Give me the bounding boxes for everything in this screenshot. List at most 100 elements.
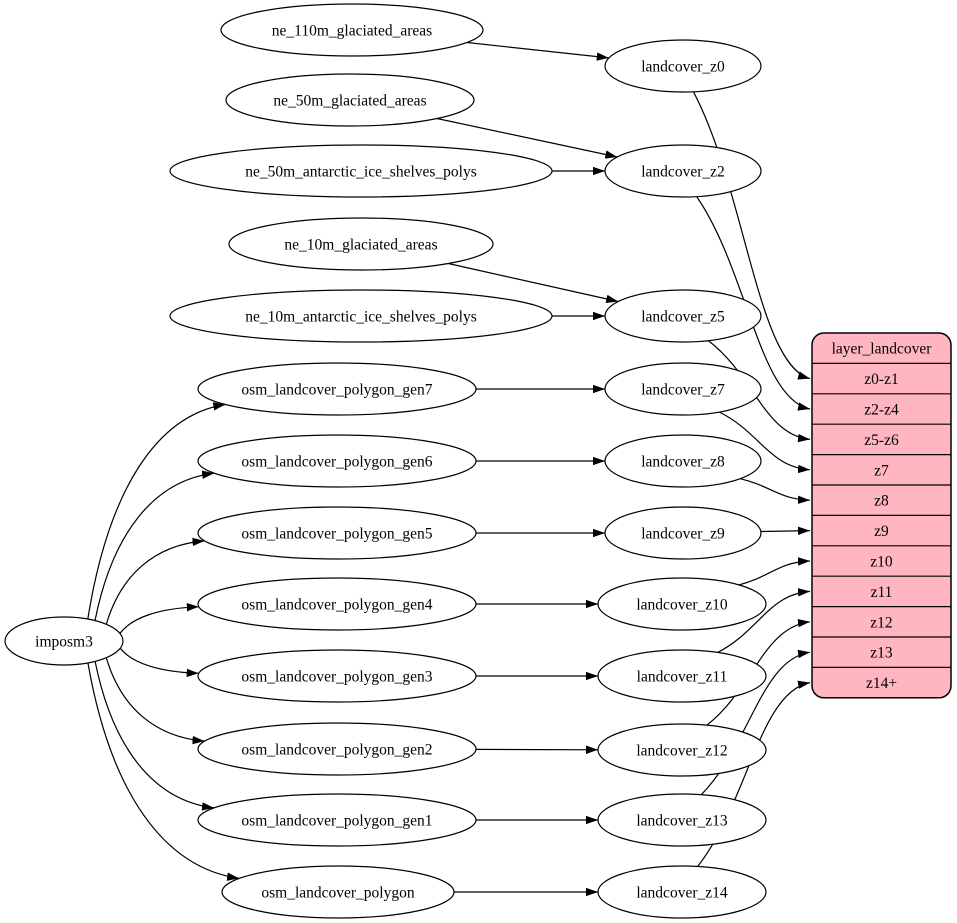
node-ellipse-osm_landcover_polygon xyxy=(221,865,455,919)
node-label-landcover_z10: landcover_z10 xyxy=(636,597,727,614)
table-row-z2-z4: z2-z4 xyxy=(864,402,899,419)
node-osm_landcover_polygon_gen3: osm_landcover_polygon_gen3 xyxy=(197,649,477,703)
edge-imposm3-to-osm_landcover_polygon_gen5 xyxy=(105,537,205,625)
node-landcover_z2: landcover_z2 xyxy=(604,144,762,198)
edge-landcover_z9-to-z9 xyxy=(760,526,811,536)
edge-imposm3-to-osm_landcover_polygon_gen6 xyxy=(94,470,215,621)
node-ellipse-landcover_z14 xyxy=(597,865,767,919)
node-ellipse-osm_landcover_polygon_gen3 xyxy=(197,649,477,703)
node-landcover_z10: landcover_z10 xyxy=(597,577,767,631)
node-ellipse-imposm3 xyxy=(4,616,124,666)
edge-ne_10m_glaciated_areas-to-landcover_z5 xyxy=(448,262,619,303)
node-ellipse-landcover_z2 xyxy=(604,144,762,198)
node-landcover_z5: landcover_z5 xyxy=(604,289,762,343)
node-label-ne_110m_glaciated_areas: ne_110m_glaciated_areas xyxy=(272,23,432,40)
node-label-osm_landcover_polygon_gen2: osm_landcover_polygon_gen2 xyxy=(241,742,432,759)
node-ellipse-osm_landcover_polygon_gen5 xyxy=(197,506,477,560)
node-label-landcover_z8: landcover_z8 xyxy=(641,454,725,471)
edge-imposm3-to-osm_landcover_polygon_gen2 xyxy=(105,657,205,745)
node-osm_landcover_polygon_gen6: osm_landcover_polygon_gen6 xyxy=(197,434,477,488)
table-row-z9: z9 xyxy=(874,523,889,540)
node-ellipse-osm_landcover_polygon_gen1 xyxy=(197,793,477,847)
table-row-z7: z7 xyxy=(874,462,889,479)
edge-landcover_z5-to-z5-z6 xyxy=(707,340,811,443)
edge-imposm3-to-osm_landcover_polygon_gen1 xyxy=(94,661,215,811)
node-ellipse-ne_50m_glaciated_areas xyxy=(225,73,475,127)
edge-landcover_z11-to-z11 xyxy=(717,588,811,654)
node-label-ne_10m_glaciated_areas: ne_10m_glaciated_areas xyxy=(284,237,437,254)
node-ellipse-landcover_z12 xyxy=(597,723,767,777)
node-landcover_z13: landcover_z13 xyxy=(597,793,767,847)
edge-ne_110m_glaciated_areas-to-landcover_z0 xyxy=(466,41,609,61)
edges-layer xyxy=(87,41,811,897)
edge-imposm3-to-osm_landcover_polygon_gen3 xyxy=(119,647,199,678)
node-osm_landcover_polygon_gen1: osm_landcover_polygon_gen1 xyxy=(197,793,477,847)
node-ellipse-osm_landcover_polygon_gen2 xyxy=(197,722,477,776)
node-ne_50m_glaciated_areas: ne_50m_glaciated_areas xyxy=(225,73,475,127)
node-ne_10m_antarctic_ice_shelves_polys: ne_10m_antarctic_ice_shelves_polys xyxy=(169,289,553,343)
node-ellipse-osm_landcover_polygon_gen7 xyxy=(197,362,477,416)
node-ne_50m_antarctic_ice_shelves_polys: ne_50m_antarctic_ice_shelves_polys xyxy=(169,144,553,198)
node-label-landcover_z2: landcover_z2 xyxy=(641,164,725,181)
edge-landcover_z7-to-z7 xyxy=(718,411,811,474)
node-ellipse-landcover_z8 xyxy=(604,434,762,488)
node-osm_landcover_polygon_gen2: osm_landcover_polygon_gen2 xyxy=(197,722,477,776)
node-label-landcover_z11: landcover_z11 xyxy=(637,669,728,686)
node-ellipse-landcover_z11 xyxy=(597,649,767,703)
node-ne_110m_glaciated_areas: ne_110m_glaciated_areas xyxy=(220,3,484,57)
node-label-ne_50m_glaciated_areas: ne_50m_glaciated_areas xyxy=(273,93,426,110)
node-ellipse-landcover_z7 xyxy=(604,362,762,416)
node-ellipse-landcover_z0 xyxy=(604,39,762,93)
node-label-osm_landcover_polygon_gen7: osm_landcover_polygon_gen7 xyxy=(241,382,432,399)
node-ne_10m_glaciated_areas: ne_10m_glaciated_areas xyxy=(228,217,494,271)
node-landcover_z9: landcover_z9 xyxy=(604,506,762,560)
node-label-landcover_z0: landcover_z0 xyxy=(641,59,725,76)
edge-imposm3-to-osm_landcover_polygon_gen4 xyxy=(119,603,199,634)
node-ellipse-osm_landcover_polygon_gen4 xyxy=(197,577,477,631)
edge-imposm3-to-osm_landcover_polygon_gen7 xyxy=(87,402,226,620)
node-landcover_z7: landcover_z7 xyxy=(604,362,762,416)
edge-ne_50m_glaciated_areas-to-landcover_z2 xyxy=(436,117,618,159)
node-ellipse-landcover_z13 xyxy=(597,793,767,847)
node-landcover_z14: landcover_z14 xyxy=(597,865,767,919)
node-ellipse-ne_10m_antarctic_ice_shelves_polys xyxy=(169,289,553,343)
node-label-ne_50m_antarctic_ice_shelves_polys: ne_50m_antarctic_ice_shelves_polys xyxy=(245,164,477,181)
node-landcover_z11: landcover_z11 xyxy=(597,649,767,703)
node-label-osm_landcover_polygon_gen3: osm_landcover_polygon_gen3 xyxy=(241,669,432,686)
node-landcover_z12: landcover_z12 xyxy=(597,723,767,777)
table-header-label: layer_landcover xyxy=(832,341,933,358)
node-label-osm_landcover_polygon_gen1: osm_landcover_polygon_gen1 xyxy=(241,813,432,830)
edge-imposm3-to-osm_landcover_polygon xyxy=(87,662,240,881)
node-ellipse-landcover_z5 xyxy=(604,289,762,343)
node-landcover_z8: landcover_z8 xyxy=(604,434,762,488)
node-label-osm_landcover_polygon_gen6: osm_landcover_polygon_gen6 xyxy=(241,454,432,471)
node-osm_landcover_polygon_gen7: osm_landcover_polygon_gen7 xyxy=(197,362,477,416)
node-label-imposm3: imposm3 xyxy=(35,634,93,651)
table-row-z10: z10 xyxy=(870,554,893,571)
node-ellipse-landcover_z10 xyxy=(597,577,767,631)
edge-landcover_z10-to-z10 xyxy=(738,557,811,586)
node-imposm3: imposm3 xyxy=(4,616,124,666)
edge-landcover_z0-to-z0-z1 xyxy=(692,91,811,380)
node-label-landcover_z5: landcover_z5 xyxy=(641,309,725,326)
node-landcover_z0: landcover_z0 xyxy=(604,39,762,93)
node-label-landcover_z9: landcover_z9 xyxy=(641,526,725,543)
table-row-z11: z11 xyxy=(871,584,893,601)
node-osm_landcover_polygon: osm_landcover_polygon xyxy=(221,865,455,919)
node-osm_landcover_polygon_gen4: osm_landcover_polygon_gen4 xyxy=(197,577,477,631)
edge-landcover_z8-to-z8 xyxy=(740,478,811,504)
table-row-z12: z12 xyxy=(870,614,892,631)
node-label-landcover_z14: landcover_z14 xyxy=(636,885,727,902)
node-label-landcover_z12: landcover_z12 xyxy=(636,743,727,760)
node-label-landcover_z13: landcover_z13 xyxy=(636,813,727,830)
node-ellipse-landcover_z9 xyxy=(604,506,762,560)
node-ellipse-ne_110m_glaciated_areas xyxy=(220,3,484,57)
node-label-osm_landcover_polygon_gen5: osm_landcover_polygon_gen5 xyxy=(241,526,432,543)
table-row-z0-z1: z0-z1 xyxy=(864,371,898,388)
table-row-z5-z6: z5-z6 xyxy=(864,432,899,449)
node-label-osm_landcover_polygon: osm_landcover_polygon xyxy=(261,885,415,902)
node-osm_landcover_polygon_gen5: osm_landcover_polygon_gen5 xyxy=(197,506,477,560)
table-row-z14-: z14+ xyxy=(866,675,897,692)
